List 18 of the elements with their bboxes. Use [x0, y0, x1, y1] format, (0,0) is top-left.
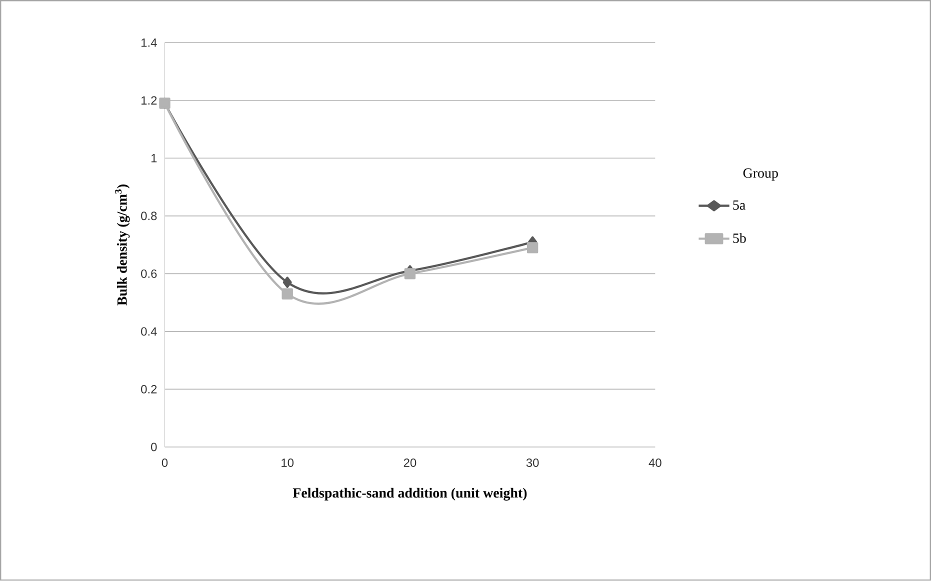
- x-tick-label: 40: [648, 458, 662, 468]
- y-tick-label: 1: [151, 154, 157, 162]
- y-axis-title: Bulk density (g/cm$^{3}$): [114, 184, 130, 306]
- x-tick-label: 20: [404, 458, 416, 468]
- legend-label: 5b: [733, 233, 746, 244]
- x-tick-label: 10: [282, 458, 294, 468]
- x-tick-label: 0: [162, 458, 168, 468]
- y-tick-label: 0.2: [141, 385, 157, 394]
- y-tick-label: 1.4: [141, 38, 157, 47]
- y-tick-label: 0: [151, 442, 157, 452]
- y-tick-label: 1.2: [141, 96, 157, 105]
- y-tick-label: 0.4: [141, 327, 157, 336]
- legend-title: Group: [743, 168, 778, 181]
- x-tick-label: 30: [526, 458, 539, 468]
- y-tick-label: 0.8: [141, 212, 157, 220]
- legend-label: 5a: [733, 200, 746, 210]
- y-tick-label: 0.6: [141, 270, 157, 278]
- x-axis-title: Feldspathic-sand addition (unit weight): [292, 488, 527, 501]
